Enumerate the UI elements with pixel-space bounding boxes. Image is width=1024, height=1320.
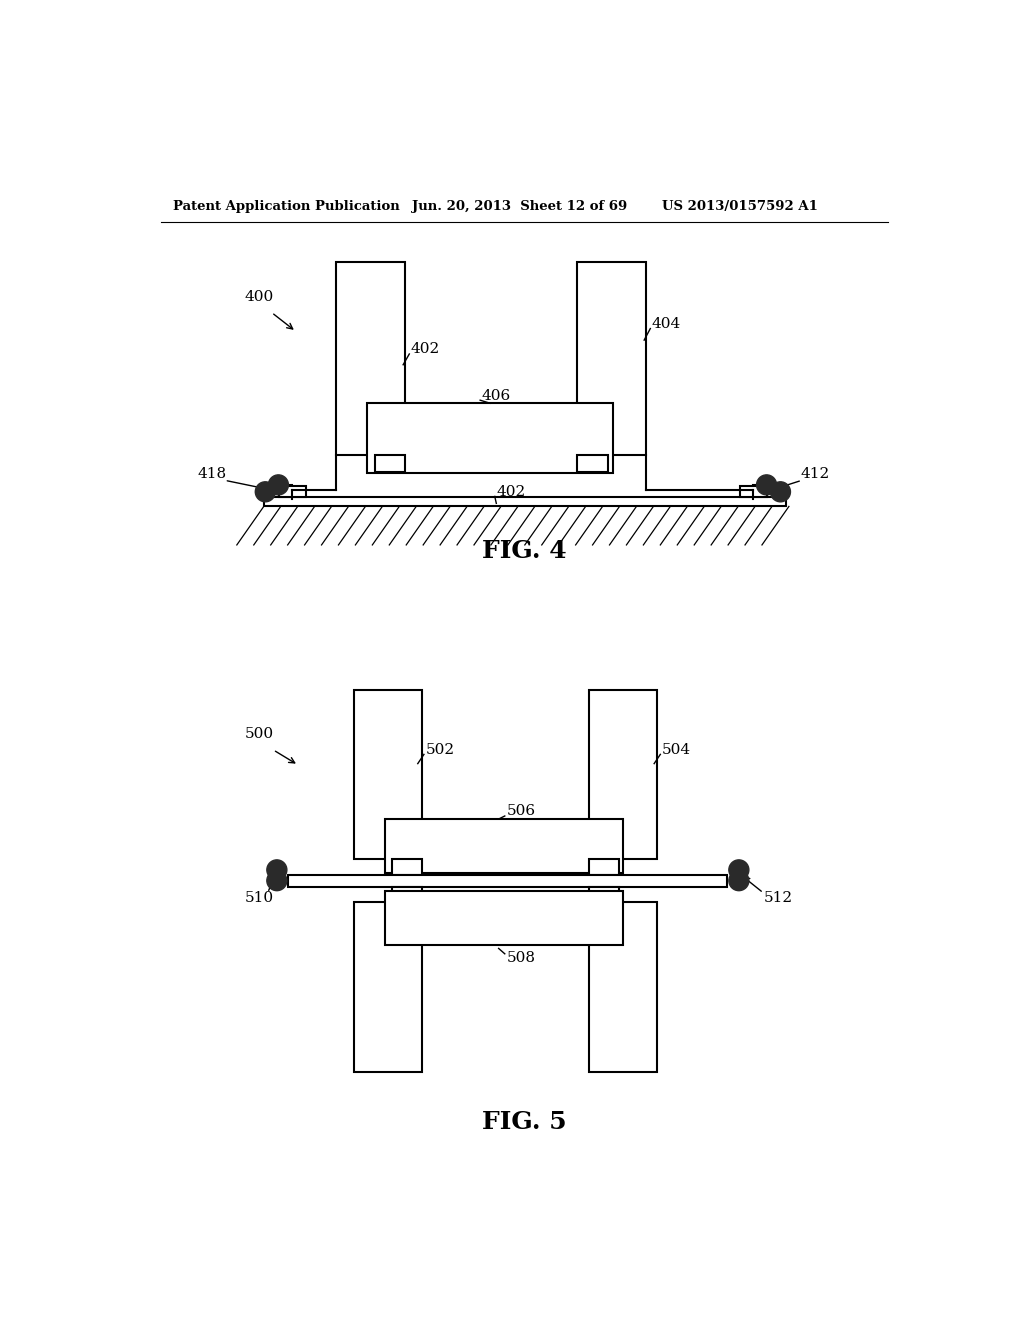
Text: 500: 500	[245, 727, 273, 742]
Bar	[590, 903, 657, 1072]
Circle shape	[770, 482, 791, 502]
Text: 504: 504	[662, 743, 691, 756]
Text: 418: 418	[198, 467, 226, 480]
Text: FIG. 5: FIG. 5	[482, 1110, 567, 1134]
Text: 508: 508	[506, 952, 536, 965]
Circle shape	[729, 871, 749, 891]
Bar	[578, 263, 646, 455]
Circle shape	[267, 859, 287, 880]
Bar	[354, 903, 422, 1072]
Circle shape	[729, 859, 749, 880]
Bar	[354, 689, 422, 859]
Text: 402: 402	[497, 484, 525, 499]
Text: 506: 506	[506, 804, 536, 818]
Bar	[375, 455, 406, 471]
Bar	[392, 859, 422, 875]
Bar	[590, 689, 657, 859]
Bar	[739, 487, 767, 498]
Bar	[385, 891, 624, 945]
Text: 400: 400	[245, 290, 273, 304]
Text: 402: 402	[411, 342, 440, 356]
Text: Jun. 20, 2013  Sheet 12 of 69: Jun. 20, 2013 Sheet 12 of 69	[412, 199, 627, 213]
Bar	[590, 859, 618, 875]
Text: FIG. 4: FIG. 4	[482, 539, 567, 564]
Bar	[578, 455, 608, 471]
Text: US 2013/0157592 A1: US 2013/0157592 A1	[662, 199, 818, 213]
Text: 406: 406	[481, 388, 511, 403]
Bar	[385, 818, 624, 873]
Circle shape	[757, 475, 776, 495]
Bar	[289, 875, 727, 887]
Text: 412: 412	[801, 467, 829, 480]
Bar	[392, 887, 422, 903]
Circle shape	[268, 475, 289, 495]
Text: Patent Application Publication: Patent Application Publication	[173, 199, 399, 213]
Text: 512: 512	[764, 891, 793, 906]
Bar	[590, 887, 618, 903]
Bar	[336, 263, 406, 455]
Circle shape	[267, 871, 287, 891]
Bar	[280, 487, 306, 498]
Text: 510: 510	[245, 891, 273, 906]
Bar	[264, 498, 785, 507]
Circle shape	[255, 482, 275, 502]
Text: 502: 502	[425, 743, 455, 756]
Text: 404: 404	[652, 317, 681, 331]
Bar	[367, 404, 613, 473]
